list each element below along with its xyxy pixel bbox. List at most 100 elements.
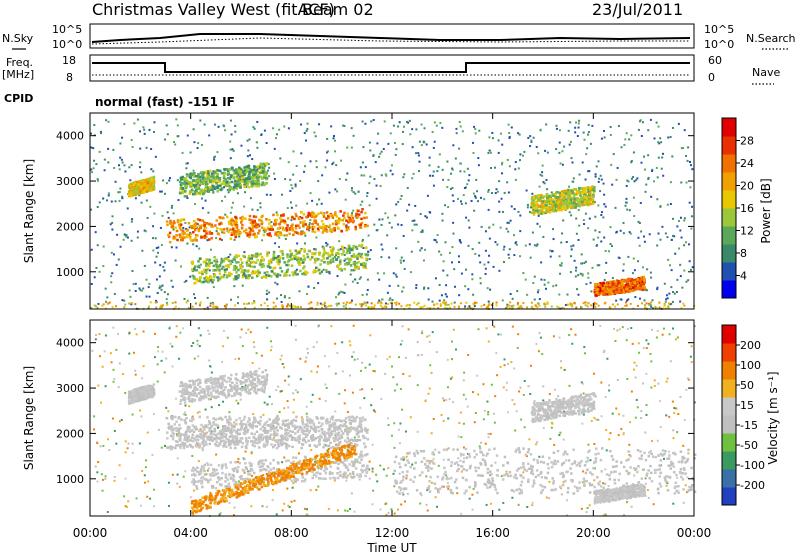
power-cell	[193, 128, 195, 130]
power-cell	[372, 155, 374, 157]
power-cell	[201, 175, 204, 178]
power-cell	[208, 134, 210, 136]
power-cell	[141, 202, 143, 204]
power-cell	[559, 273, 561, 275]
power-cell	[627, 284, 630, 287]
power-cell	[515, 242, 517, 244]
power-cell	[522, 302, 524, 304]
power-cell	[344, 258, 346, 260]
power-cell	[531, 199, 534, 202]
power-cell	[235, 217, 238, 220]
power-cell	[670, 136, 672, 138]
power-cell	[597, 293, 600, 296]
power-cell	[273, 253, 276, 256]
power-cell	[506, 306, 508, 308]
power-cell	[633, 281, 636, 284]
velocity-cell	[385, 514, 387, 516]
power-cell	[455, 158, 457, 160]
power-cell	[668, 302, 670, 304]
power-cell	[540, 261, 542, 263]
power-cell	[416, 224, 418, 226]
power-cell	[615, 300, 617, 302]
power-cell	[227, 231, 230, 234]
power-cell	[354, 268, 357, 271]
power-cell	[195, 175, 198, 178]
power-cell	[497, 191, 499, 193]
power-cell	[213, 256, 216, 259]
velocity-cell	[211, 406, 213, 408]
power-cell	[527, 206, 529, 208]
power-cell	[614, 207, 616, 209]
power-cell	[177, 199, 179, 201]
power-cell	[298, 260, 301, 263]
power-cell	[193, 172, 196, 175]
power-cell	[331, 259, 334, 262]
power-cell	[196, 245, 198, 247]
power-cell	[186, 195, 188, 197]
velocity-cell	[370, 404, 372, 406]
power-cell	[594, 286, 597, 289]
power-cell	[530, 257, 532, 259]
power-cell	[316, 203, 318, 205]
power-cell	[186, 180, 189, 183]
power-cell	[351, 147, 353, 149]
velocity-cell	[292, 392, 294, 394]
power-cell	[212, 191, 215, 194]
power-cell	[624, 138, 626, 140]
power-cell	[588, 196, 591, 199]
power-cell	[634, 269, 636, 271]
power-cell	[197, 182, 200, 185]
power-cell	[428, 299, 430, 301]
power-cell	[419, 141, 421, 143]
power-cell	[398, 303, 400, 305]
nsky-tick-top: 10^5	[52, 23, 82, 36]
power-cell	[583, 219, 585, 221]
power-cell	[354, 228, 357, 231]
power-cell	[99, 271, 101, 273]
power-cell	[498, 211, 500, 213]
power-cell	[681, 237, 683, 239]
power-cell	[292, 233, 295, 236]
power-cell	[534, 244, 536, 246]
power-cell	[441, 294, 443, 296]
power-cell	[300, 211, 303, 214]
power-cell	[373, 178, 375, 180]
power-cell	[568, 192, 571, 195]
power-cell	[341, 245, 344, 248]
power-cell	[633, 258, 635, 260]
power-cell	[243, 170, 246, 173]
power-cell	[358, 244, 361, 247]
power-cell	[175, 118, 177, 120]
power-cell	[582, 161, 584, 163]
power-cell	[310, 160, 312, 162]
power-cell	[486, 306, 488, 308]
power-cell	[215, 264, 218, 267]
power-cell	[485, 250, 487, 252]
power-cell	[574, 260, 576, 262]
power-cell	[279, 157, 281, 159]
power-cell	[278, 232, 281, 235]
power-cell	[285, 234, 288, 237]
power-cell	[292, 174, 294, 176]
power-cell	[343, 268, 346, 271]
power-cell	[620, 230, 622, 232]
power-cell	[588, 170, 590, 172]
power-cell	[344, 292, 346, 294]
power-cell	[459, 239, 461, 241]
power-cell	[412, 220, 414, 222]
power-cell	[587, 134, 589, 136]
power-cell	[247, 140, 249, 142]
power-cell	[581, 204, 584, 207]
power-cell	[424, 249, 426, 251]
power-cell	[354, 265, 357, 268]
velocity-cell	[657, 383, 659, 385]
power-cell	[490, 167, 492, 169]
power-cell	[252, 126, 254, 128]
power-cell	[224, 257, 227, 260]
power-cell	[467, 168, 469, 170]
power-cell	[481, 305, 483, 307]
power-cell	[440, 305, 442, 307]
power-cell	[106, 296, 108, 298]
power-cell	[433, 304, 435, 306]
power-cell	[368, 306, 370, 308]
